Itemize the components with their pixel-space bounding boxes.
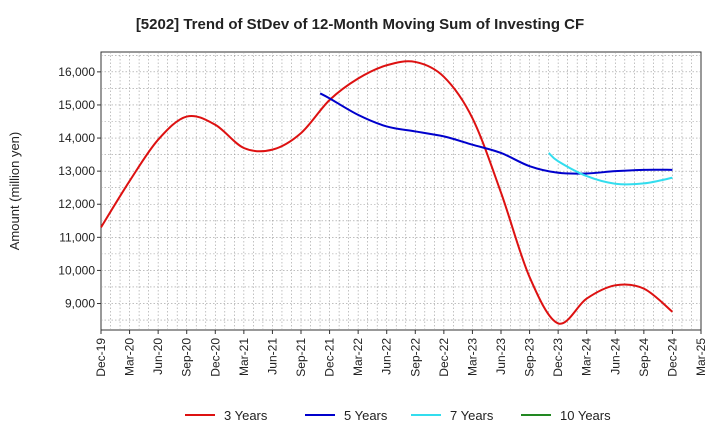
series-lines	[100, 60, 674, 325]
x-tick-label: Jun-23	[494, 338, 508, 375]
x-tick-label: Jun-21	[265, 338, 279, 375]
y-tick-label: 15,000	[58, 98, 95, 112]
x-tick-label: Mar-20	[123, 338, 137, 376]
x-tick-label: Mar-24	[580, 338, 594, 376]
y-tick-label: 14,000	[58, 131, 95, 145]
x-tick-label: Sep-22	[408, 338, 422, 377]
legend-label: 3 Years	[224, 408, 268, 423]
x-tick-label: Sep-23	[523, 338, 537, 377]
x-tick-label: Sep-20	[180, 338, 194, 377]
x-tick-label: Jun-22	[380, 338, 394, 375]
x-tick-label: Mar-21	[237, 338, 251, 376]
x-axis-ticks: Dec-19 Mar-20 Jun-20 Sep-20 Dec-20 Mar-21 Jun-…	[94, 330, 708, 377]
y-tick-label: 12,000	[58, 197, 95, 211]
legend-item-7-years: 7 Years	[411, 408, 494, 423]
legend-label: 5 Years	[344, 408, 388, 423]
series-line-7-years	[548, 152, 673, 186]
y-axis-ticks: 9,000 10,000 11,000 12,000 13,000 14,000 15,00…	[58, 65, 101, 311]
legend-item-3-years: 3 Years	[185, 408, 268, 423]
x-tick-label: Dec-19	[94, 338, 108, 377]
grid	[101, 52, 701, 330]
x-tick-label: Dec-21	[323, 338, 337, 377]
series-line-5-years	[319, 92, 673, 175]
x-tick-label: Jun-20	[151, 338, 165, 375]
y-tick-label: 16,000	[58, 65, 95, 79]
plot-area	[100, 51, 702, 331]
chart-title: [5202] Trend of StDev of 12-Month Moving…	[136, 16, 584, 33]
x-tick-label: Sep-24	[637, 338, 651, 377]
y-tick-label: 11,000	[59, 230, 95, 244]
legend-item-10-years: 10 Years	[521, 408, 611, 423]
y-tick-label: 9,000	[65, 297, 95, 311]
x-tick-label: Mar-22	[351, 338, 365, 376]
y-axis-label: Amount (million yen)	[7, 132, 22, 251]
y-tick-label: 10,000	[58, 263, 95, 277]
series-line-3-years	[100, 60, 674, 325]
legend-label: 10 Years	[560, 408, 611, 423]
x-tick-label: Dec-23	[551, 338, 565, 377]
y-tick-label: 13,000	[58, 164, 95, 178]
legend-item-5-years: 5 Years	[305, 408, 388, 423]
x-tick-label: Mar-23	[465, 338, 479, 376]
legend: 3 Years 5 Years 7 Years 10 Years	[185, 408, 611, 423]
x-tick-label: Dec-24	[665, 338, 679, 377]
legend-label: 7 Years	[450, 408, 494, 423]
x-tick-label: Jun-24	[608, 338, 622, 375]
x-tick-label: Dec-20	[208, 338, 222, 377]
x-tick-label: Mar-25	[694, 338, 708, 376]
x-tick-label: Dec-22	[437, 338, 451, 377]
x-tick-label: Sep-21	[294, 338, 308, 377]
